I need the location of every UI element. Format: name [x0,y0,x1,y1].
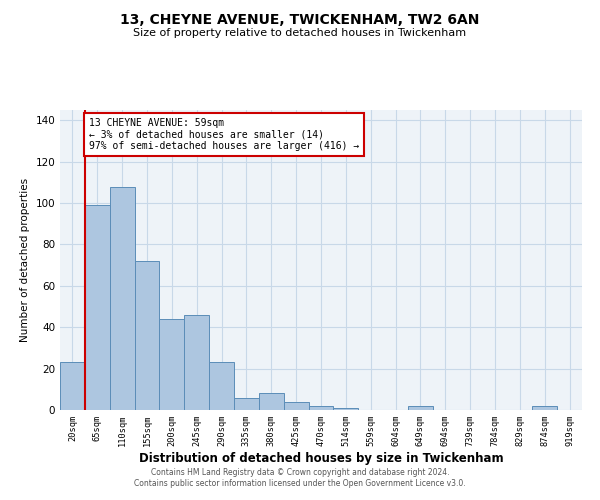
Bar [408,406,433,410]
Bar [334,408,358,410]
Text: Contains HM Land Registry data © Crown copyright and database right 2024.
Contai: Contains HM Land Registry data © Crown c… [134,468,466,487]
Bar [308,406,334,410]
Text: Size of property relative to detached houses in Twickenham: Size of property relative to detached ho… [133,28,467,38]
Bar [110,186,134,410]
Text: 13 CHEYNE AVENUE: 59sqm
← 3% of detached houses are smaller (14)
97% of semi-det: 13 CHEYNE AVENUE: 59sqm ← 3% of detached… [89,118,359,152]
X-axis label: Distribution of detached houses by size in Twickenham: Distribution of detached houses by size … [139,452,503,465]
Y-axis label: Number of detached properties: Number of detached properties [20,178,30,342]
Bar [85,205,110,410]
Text: 13, CHEYNE AVENUE, TWICKENHAM, TW2 6AN: 13, CHEYNE AVENUE, TWICKENHAM, TW2 6AN [121,12,479,26]
Bar [184,315,209,410]
Bar [134,261,160,410]
Bar [209,362,234,410]
Bar [259,394,284,410]
Bar [532,406,557,410]
Bar [160,319,184,410]
Bar [60,362,85,410]
Bar [284,402,308,410]
Bar [234,398,259,410]
